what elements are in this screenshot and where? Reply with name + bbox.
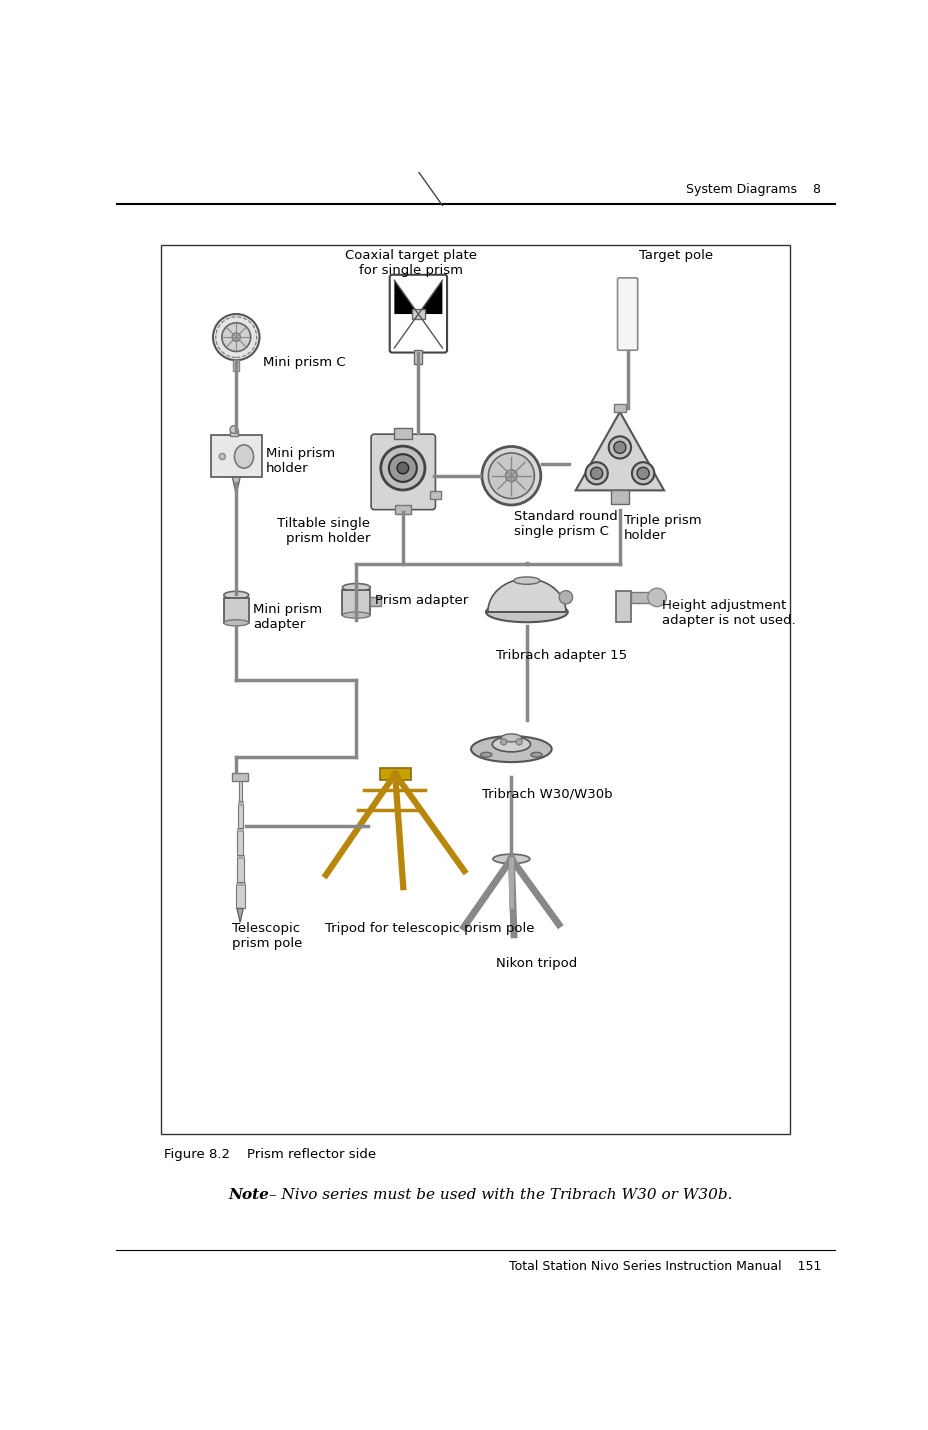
Ellipse shape: [530, 752, 542, 756]
Text: Height adjustment
adapter is not used.: Height adjustment adapter is not used.: [662, 599, 795, 626]
Bar: [342, 591, 370, 615]
Bar: [615, 591, 631, 622]
Text: Tribrach W30/W30b: Tribrach W30/W30b: [482, 788, 612, 801]
Bar: [224, 598, 249, 623]
Circle shape: [219, 453, 226, 459]
Ellipse shape: [505, 735, 517, 741]
Bar: [238, 775, 242, 778]
Bar: [613, 405, 625, 412]
FancyBboxPatch shape: [617, 277, 637, 350]
Bar: [412, 309, 424, 319]
Bar: [430, 490, 441, 499]
Bar: [238, 776, 242, 801]
Ellipse shape: [513, 576, 539, 585]
Bar: [393, 428, 412, 439]
Text: Mini prism
holder: Mini prism holder: [265, 448, 334, 475]
Bar: [238, 801, 242, 805]
Text: Nikon tripod: Nikon tripod: [496, 957, 576, 970]
Bar: [414, 350, 422, 365]
Circle shape: [647, 588, 665, 606]
Bar: [237, 855, 244, 858]
Bar: [631, 592, 651, 603]
Circle shape: [230, 426, 238, 433]
Polygon shape: [418, 280, 442, 315]
Text: Tiltable single
prism holder: Tiltable single prism holder: [277, 516, 370, 545]
Bar: [232, 774, 248, 781]
Circle shape: [559, 591, 572, 603]
Bar: [237, 829, 243, 855]
Circle shape: [631, 462, 653, 485]
Bar: [370, 596, 380, 606]
Bar: [394, 505, 410, 515]
Text: Mini prism
adapter: Mini prism adapter: [253, 603, 322, 631]
Circle shape: [482, 446, 540, 505]
Bar: [237, 828, 243, 831]
Text: Standard round
single prism C: Standard round single prism C: [513, 511, 617, 539]
Circle shape: [488, 453, 534, 499]
Circle shape: [380, 446, 424, 490]
Polygon shape: [393, 280, 418, 315]
Circle shape: [389, 455, 417, 482]
Bar: [237, 857, 244, 881]
Circle shape: [232, 333, 240, 342]
Circle shape: [213, 315, 259, 360]
Text: Tripod for telescopic prism pole: Tripod for telescopic prism pole: [325, 922, 535, 935]
Text: Prism adapter: Prism adapter: [375, 593, 468, 606]
Text: – Nivo series must be used with the Tribrach W30 or W30b.: – Nivo series must be used with the Trib…: [264, 1188, 732, 1203]
Bar: [236, 884, 244, 908]
Ellipse shape: [342, 612, 370, 618]
FancyBboxPatch shape: [389, 275, 446, 353]
Text: Triple prism
holder: Triple prism holder: [623, 515, 701, 542]
Bar: [380, 768, 410, 781]
FancyBboxPatch shape: [370, 435, 435, 509]
Circle shape: [515, 739, 522, 745]
Text: Coaxial target plate
for single prism: Coaxial target plate for single prism: [344, 249, 476, 276]
Polygon shape: [575, 412, 664, 490]
Ellipse shape: [492, 736, 530, 752]
Ellipse shape: [342, 583, 370, 591]
Ellipse shape: [501, 734, 521, 742]
Text: System Diagrams    8: System Diagrams 8: [686, 183, 820, 196]
Ellipse shape: [493, 854, 529, 864]
Text: Note: Note: [228, 1188, 269, 1203]
Polygon shape: [237, 908, 243, 922]
Text: Mini prism C: Mini prism C: [264, 356, 345, 369]
Circle shape: [500, 739, 506, 745]
Ellipse shape: [224, 619, 249, 626]
Ellipse shape: [485, 602, 567, 622]
Circle shape: [396, 462, 408, 473]
Bar: [230, 429, 238, 436]
Circle shape: [608, 436, 630, 459]
Circle shape: [222, 323, 251, 352]
Text: Telescopic
prism pole: Telescopic prism pole: [232, 922, 303, 951]
Bar: [233, 360, 239, 370]
Circle shape: [585, 462, 607, 485]
Circle shape: [505, 470, 517, 482]
Polygon shape: [232, 478, 239, 495]
Bar: [236, 882, 244, 885]
Bar: [238, 804, 242, 828]
Ellipse shape: [234, 445, 253, 468]
Text: Target pole: Target pole: [638, 249, 713, 262]
Circle shape: [613, 442, 625, 453]
Text: Tribrach adapter 15: Tribrach adapter 15: [496, 649, 626, 662]
Bar: [212, 435, 262, 478]
Bar: [161, 245, 790, 1134]
Circle shape: [590, 468, 602, 479]
Bar: [610, 490, 628, 505]
Text: Figure 8.2    Prism reflector side: Figure 8.2 Prism reflector side: [164, 1148, 376, 1161]
Text: Total Station Nivo Series Instruction Manual    151: Total Station Nivo Series Instruction Ma…: [509, 1260, 820, 1273]
Circle shape: [637, 468, 649, 479]
Ellipse shape: [224, 591, 249, 599]
Ellipse shape: [480, 752, 491, 756]
Ellipse shape: [470, 736, 551, 762]
Polygon shape: [487, 579, 565, 612]
